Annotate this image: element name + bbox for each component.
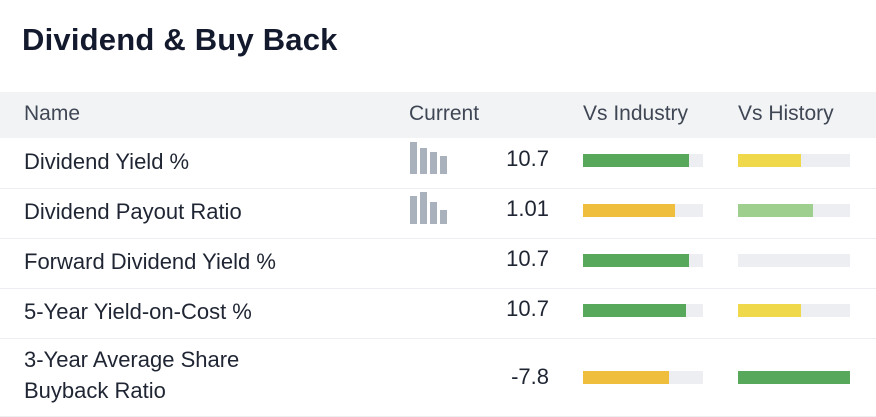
sparkline-bar xyxy=(430,152,437,174)
metric-name[interactable]: 5-Year Yield-on-Cost % xyxy=(24,296,252,327)
vs-history-bar[interactable] xyxy=(738,204,850,217)
table-row[interactable]: Forward Dividend Yield % 10.7 xyxy=(0,238,876,289)
metric-name-line: Forward Dividend Yield % xyxy=(24,249,276,274)
metric-name-line: 5-Year Yield-on-Cost % xyxy=(24,299,252,324)
vs-industry-bar[interactable] xyxy=(583,204,703,217)
vs-history-bar[interactable] xyxy=(738,154,850,167)
table-row[interactable]: Dividend Yield % 10.7 xyxy=(0,138,876,189)
vs-industry-bar-fill xyxy=(583,304,687,317)
column-header-vs-history[interactable]: Vs History xyxy=(738,102,834,125)
metric-name-line: Dividend Payout Ratio xyxy=(24,199,242,224)
vs-history-bar-fill xyxy=(738,154,801,167)
metric-name-line: 3-Year Average Share xyxy=(24,347,240,372)
metric-name-line: Dividend Yield % xyxy=(24,149,190,174)
current-value: 10.7 xyxy=(506,296,549,321)
sparkline-bar xyxy=(440,210,447,224)
vs-history-bar[interactable] xyxy=(738,254,850,267)
section-title: Dividend & Buy Back xyxy=(22,22,338,57)
vs-industry-bar[interactable] xyxy=(583,154,703,167)
table-header: Name Current Vs Industry Vs History xyxy=(0,92,876,138)
history-sparkline-icon[interactable] xyxy=(410,140,450,174)
vs-industry-bar-fill xyxy=(583,154,689,167)
vs-history-bar-fill xyxy=(738,204,814,217)
table-row[interactable]: 5-Year Yield-on-Cost % 10.7 xyxy=(0,288,876,339)
table-row[interactable]: Dividend Payout Ratio 1.01 xyxy=(0,188,876,239)
vs-industry-bar-fill xyxy=(583,204,676,217)
vs-industry-bar-fill xyxy=(583,254,689,267)
metric-name-line: Buyback Ratio xyxy=(24,378,166,403)
vs-industry-bar[interactable] xyxy=(583,371,703,384)
table-row[interactable]: 3-Year Average Share Buyback Ratio -7.8 xyxy=(0,338,876,417)
current-value: 1.01 xyxy=(506,196,549,221)
current-value: 10.7 xyxy=(506,146,549,171)
metric-name[interactable]: 3-Year Average Share Buyback Ratio xyxy=(24,344,239,406)
vs-history-bar-fill xyxy=(738,304,801,317)
vs-industry-bar-fill xyxy=(583,371,670,384)
column-header-name[interactable]: Name xyxy=(24,102,81,125)
current-value: 10.7 xyxy=(506,246,549,271)
sparkline-bar xyxy=(410,196,417,224)
history-sparkline-icon[interactable] xyxy=(410,190,450,224)
vs-history-bar-fill xyxy=(738,371,850,384)
vs-history-bar[interactable] xyxy=(738,304,850,317)
sparkline-bar xyxy=(420,192,427,224)
sparkline-bar xyxy=(420,148,427,174)
sparkline-bar xyxy=(410,142,417,174)
vs-history-bar[interactable] xyxy=(738,371,850,384)
vs-industry-bar[interactable] xyxy=(583,304,703,317)
sparkline-bar xyxy=(440,156,447,174)
column-header-vs-industry[interactable]: Vs Industry xyxy=(583,102,689,125)
current-value: -7.8 xyxy=(511,364,549,389)
vs-industry-bar[interactable] xyxy=(583,254,703,267)
metric-name[interactable]: Dividend Payout Ratio xyxy=(24,196,242,227)
column-header-current[interactable]: Current xyxy=(409,102,480,125)
metric-name[interactable]: Dividend Yield % xyxy=(24,146,189,177)
sparkline-bar xyxy=(430,202,437,224)
metric-name[interactable]: Forward Dividend Yield % xyxy=(24,246,276,277)
